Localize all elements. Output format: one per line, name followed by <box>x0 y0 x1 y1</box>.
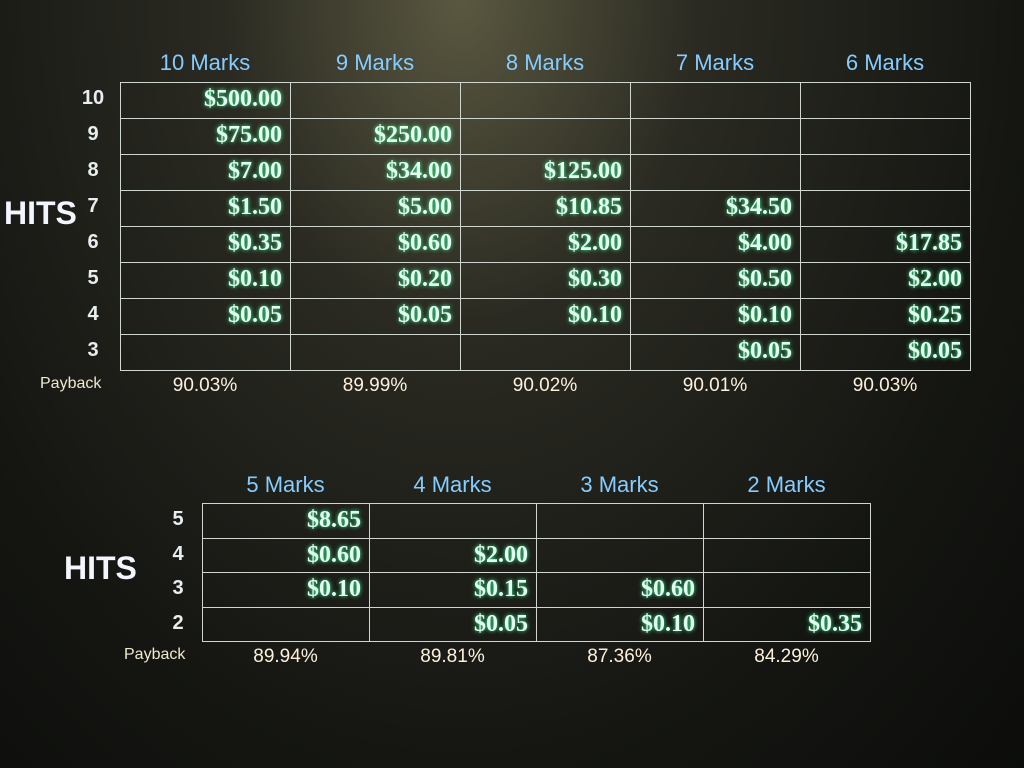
hits-number: 5 <box>87 267 99 289</box>
hits-label: HITS <box>4 195 77 231</box>
hits-number: 7 <box>87 195 99 217</box>
table-cell <box>120 334 291 371</box>
column-header: 7 Marks <box>675 50 755 75</box>
payout: $17.85 <box>896 230 962 256</box>
table-cell <box>536 503 704 539</box>
payback-value: 84.29% <box>754 646 819 667</box>
table-cell <box>369 503 537 539</box>
payback-value: 90.03% <box>172 375 238 396</box>
payback-label: Payback <box>124 646 186 663</box>
payback-value: 89.94% <box>253 646 318 667</box>
payout: $0.60 <box>641 576 695 602</box>
hits-number: 4 <box>172 542 184 565</box>
payout: $0.60 <box>307 541 361 568</box>
payback-value: 90.03% <box>852 375 918 396</box>
column-header: 6 Marks <box>845 50 925 75</box>
payout: $0.35 <box>808 610 862 637</box>
table-cell <box>460 334 631 371</box>
hits-number: 8 <box>87 159 99 181</box>
hits-number: 10 <box>81 87 105 109</box>
payout: $34.00 <box>386 158 452 184</box>
table-cell <box>703 606 871 642</box>
payout: $0.50 <box>738 266 792 292</box>
hits-number: 2 <box>172 611 184 634</box>
payback-label: Payback <box>40 375 102 392</box>
payout: $10.85 <box>556 194 622 220</box>
table-cell <box>800 154 971 191</box>
payout: $75.00 <box>216 122 282 148</box>
column-header: 3 Marks <box>580 472 659 497</box>
payout: $0.05 <box>398 302 452 328</box>
payout: $2.00 <box>908 266 962 292</box>
table-cell <box>290 82 461 119</box>
payout: $8.65 <box>307 507 361 533</box>
hits-number: 5 <box>172 508 184 530</box>
payout: $5.00 <box>398 194 452 220</box>
table-cell <box>460 82 631 119</box>
payback-value: 89.99% <box>342 375 408 396</box>
payback-value: 87.36% <box>587 646 652 667</box>
payout: $1.50 <box>228 194 282 220</box>
payout: $34.50 <box>726 194 792 220</box>
table-cell <box>703 537 871 573</box>
payout: $125.00 <box>544 158 622 184</box>
payout: $0.05 <box>908 338 962 364</box>
column-header: 8 Marks <box>505 50 585 75</box>
table-cell <box>460 118 631 155</box>
payout: $0.05 <box>474 610 528 637</box>
payout: $0.15 <box>474 576 528 602</box>
hits-label: HITS <box>64 550 137 586</box>
hits-number: 9 <box>87 123 99 145</box>
table-cell <box>630 118 801 155</box>
payout: $0.35 <box>228 230 282 256</box>
payout: $0.10 <box>228 266 282 292</box>
table-cell <box>536 537 704 573</box>
payback-value: 89.81% <box>420 646 485 667</box>
column-header: 2 Marks <box>747 472 826 497</box>
payout: $7.00 <box>228 158 282 184</box>
table-cell <box>630 154 801 191</box>
table-cell <box>290 334 461 371</box>
payout: $0.10 <box>568 302 622 328</box>
hits-number: 3 <box>87 339 99 361</box>
payout: $0.25 <box>908 302 962 328</box>
payout: $0.10 <box>307 576 361 602</box>
table-cell <box>630 82 801 119</box>
column-header: 5 Marks <box>246 472 325 497</box>
table-cell <box>703 503 871 539</box>
payout: $0.05 <box>738 338 792 364</box>
column-header: 9 Marks <box>335 50 415 75</box>
table-cell <box>800 118 971 155</box>
payout: $2.00 <box>474 541 528 568</box>
hits-number: 4 <box>87 303 99 325</box>
table-cell <box>800 190 971 227</box>
table-cell <box>703 572 871 608</box>
payout: $250.00 <box>374 122 452 148</box>
hits-number: 3 <box>172 577 184 599</box>
payout: $500.00 <box>204 86 282 112</box>
payout: $0.10 <box>738 302 792 328</box>
payout: $4.00 <box>738 230 792 256</box>
payout: $0.05 <box>228 302 282 328</box>
hits-number: 6 <box>87 231 99 253</box>
table-cell <box>800 334 971 371</box>
column-header: 4 Marks <box>413 472 492 497</box>
column-header: 10 Marks <box>159 50 251 75</box>
payout: $0.20 <box>398 266 452 292</box>
table-cell <box>202 606 370 642</box>
payout: $0.30 <box>568 266 622 292</box>
payout: $0.60 <box>398 230 452 256</box>
payout: $2.00 <box>568 230 622 256</box>
payout: $0.10 <box>641 610 695 637</box>
payback-value: 90.01% <box>682 375 748 396</box>
table-cell <box>800 82 971 119</box>
payback-value: 90.02% <box>512 375 578 396</box>
